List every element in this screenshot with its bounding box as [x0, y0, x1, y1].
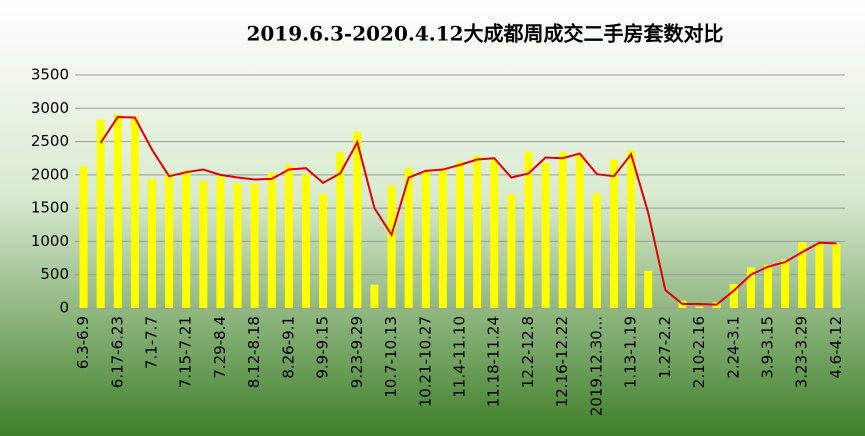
- bar: [490, 160, 499, 308]
- bar: [233, 183, 242, 308]
- y-tick-label: 2500: [31, 132, 69, 150]
- y-tick-label: 1000: [31, 232, 69, 250]
- bar: [695, 306, 704, 308]
- bar: [404, 168, 413, 308]
- bar: [729, 284, 738, 308]
- chart-title: 2019.6.3-2020.4.12大成都周成交二手房套数对比: [246, 22, 723, 46]
- bar: [558, 152, 567, 308]
- bar: [798, 242, 807, 308]
- bar: [182, 170, 191, 308]
- x-tick-label: 10.21-10.27: [416, 316, 434, 407]
- bar: [815, 242, 824, 308]
- bar: [79, 166, 88, 308]
- bar: [832, 244, 841, 308]
- y-tick-label: 3500: [31, 66, 69, 84]
- bar: [96, 119, 105, 308]
- x-tick-label: 7.1-7.7: [143, 316, 161, 369]
- x-tick-label: 7.15-7.21: [177, 316, 195, 388]
- bar: [575, 154, 584, 308]
- bar: [370, 284, 379, 308]
- bar: [610, 159, 618, 308]
- bar: [764, 264, 772, 308]
- x-tick-label: 3.9-3.15: [759, 316, 777, 379]
- bar: [353, 131, 362, 308]
- bar: [165, 173, 174, 308]
- bar: [130, 116, 139, 308]
- bar: [284, 164, 293, 308]
- bar: [216, 176, 225, 308]
- bar: [113, 114, 122, 308]
- bar: [781, 259, 790, 308]
- x-tick-label: 1.13-1.19: [622, 316, 640, 388]
- x-tick-label: 6.3-6.9: [74, 316, 92, 369]
- x-tick-label: 7.29-8.4: [211, 316, 229, 379]
- line: [99, 115, 837, 306]
- bar: [541, 162, 550, 308]
- bar: [746, 267, 755, 308]
- bar: [199, 180, 208, 308]
- x-tick-label: 1.27-2.2: [656, 316, 674, 379]
- bar: [336, 152, 345, 308]
- x-tick-label: 12.2-12.8: [519, 316, 537, 388]
- bar: [627, 150, 636, 308]
- bar: [524, 151, 533, 308]
- x-tick-label: 12.16-12.22: [553, 316, 571, 407]
- x-tick-label: 10.7-10.13: [382, 316, 400, 398]
- x-tick-label: 2019.12.30...: [587, 316, 605, 416]
- y-tick-label: 0: [59, 299, 69, 317]
- x-tick-label: 9.9-9.15: [314, 316, 332, 379]
- y-tick-label: 3000: [31, 99, 69, 117]
- x-tick-label: 4.6-4.12: [827, 316, 845, 379]
- x-tick-label: 11.4-11.10: [451, 316, 469, 398]
- bar: [456, 161, 464, 308]
- bar: [148, 178, 156, 308]
- bar: [302, 174, 310, 308]
- x-tick-label: 8.12-8.18: [245, 316, 263, 388]
- bar: [421, 171, 430, 308]
- y-tick-label: 1500: [31, 199, 69, 217]
- x-tick-label: 8.26-9.1: [279, 316, 297, 379]
- x-tick-label: 2.10-2.16: [690, 316, 708, 388]
- x-tick-label: 11.18-11.24: [485, 316, 503, 407]
- x-tick-label: 6.17-6.23: [108, 316, 126, 388]
- x-tick-label: 2.24-3.1: [724, 316, 742, 379]
- bar: [438, 168, 447, 308]
- x-tick-label: 3.23-3.29: [793, 316, 811, 388]
- bar: [592, 193, 601, 308]
- x-tick-label: 9.23-9.29: [348, 316, 366, 388]
- bar: [319, 194, 328, 308]
- y-tick-label: 2000: [31, 165, 69, 183]
- bar: [387, 185, 396, 308]
- bar: [250, 184, 259, 308]
- bar: [644, 270, 653, 308]
- bar: [473, 155, 482, 308]
- bar: [267, 172, 276, 308]
- y-tick-label: 500: [40, 265, 69, 283]
- bar: [507, 194, 516, 308]
